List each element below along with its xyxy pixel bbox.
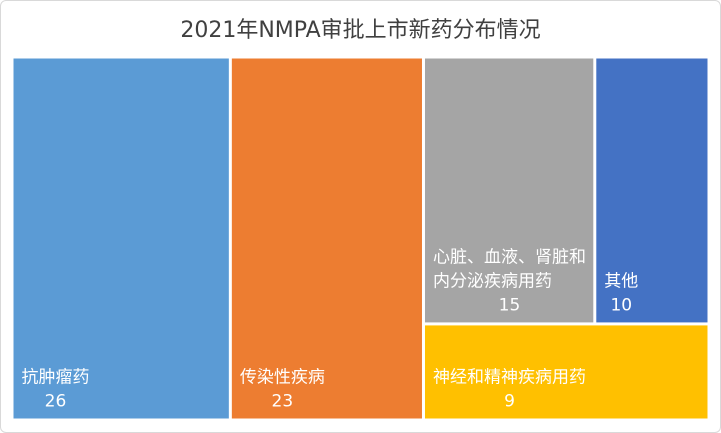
- cell-value: 10: [610, 295, 632, 315]
- cell-label: 传染性疾病: [240, 368, 325, 388]
- cell-value: 9: [504, 392, 515, 412]
- cell-value: 26: [45, 392, 67, 412]
- chart-title: 2021年NMPA审批上市新药分布情况: [180, 18, 541, 43]
- cell-value: 15: [499, 295, 521, 315]
- cell-label: 内分泌疾病用药: [433, 271, 552, 291]
- cell-label: 其他: [604, 271, 638, 291]
- cell-label: 心脏、血液、肾脏和: [433, 247, 586, 267]
- treemap-cell: [231, 58, 422, 419]
- treemap-cell: [13, 58, 229, 419]
- cell-value: 23: [272, 392, 294, 412]
- treemap-cell: [424, 58, 594, 323]
- treemap-cell: [424, 325, 708, 419]
- treemap-cell: [596, 58, 708, 323]
- cell-label: 神经和精神疾病用药: [433, 368, 586, 388]
- cell-label: 抗肿瘤药: [22, 368, 90, 388]
